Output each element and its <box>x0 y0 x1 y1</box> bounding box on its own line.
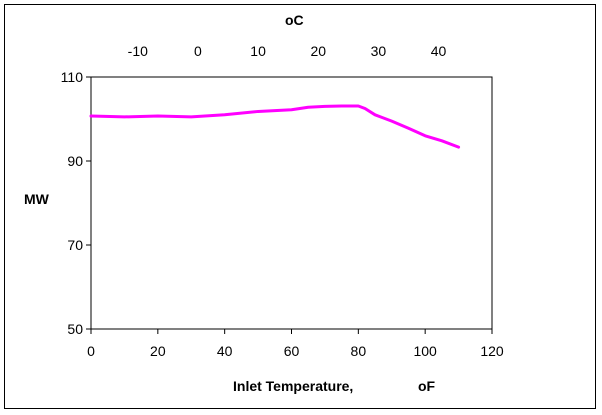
x-tick-label: 60 <box>284 343 300 359</box>
x-tick-label: 100 <box>413 343 437 359</box>
y-axis-title: MW <box>24 191 50 207</box>
top-axis-unit: oC <box>285 12 304 28</box>
top-axis-tick-label: 10 <box>250 43 266 59</box>
top-axis-tick-label: 20 <box>310 43 326 59</box>
y-tick-label: 50 <box>67 321 83 337</box>
x-tick-label: 80 <box>351 343 367 359</box>
y-tick-label: 70 <box>67 237 83 253</box>
top-axis-tick-label: -10 <box>128 43 148 59</box>
top-axis-tick-label: 30 <box>371 43 387 59</box>
y-tick-label: 110 <box>61 69 84 85</box>
x-tick-label: 120 <box>480 343 504 359</box>
y-tick-label: 90 <box>67 153 83 169</box>
x-tick-label: 40 <box>217 343 233 359</box>
x-axis-title: Inlet Temperature, <box>233 378 353 394</box>
x-tick-label: 0 <box>87 343 95 359</box>
plot-area <box>90 76 493 330</box>
top-axis-tick-label: 0 <box>194 43 202 59</box>
series-line <box>89 104 461 149</box>
x-tick-label: 20 <box>150 343 166 359</box>
top-axis-tick-label: 40 <box>431 43 447 59</box>
x-axis-unit: oF <box>418 378 436 394</box>
